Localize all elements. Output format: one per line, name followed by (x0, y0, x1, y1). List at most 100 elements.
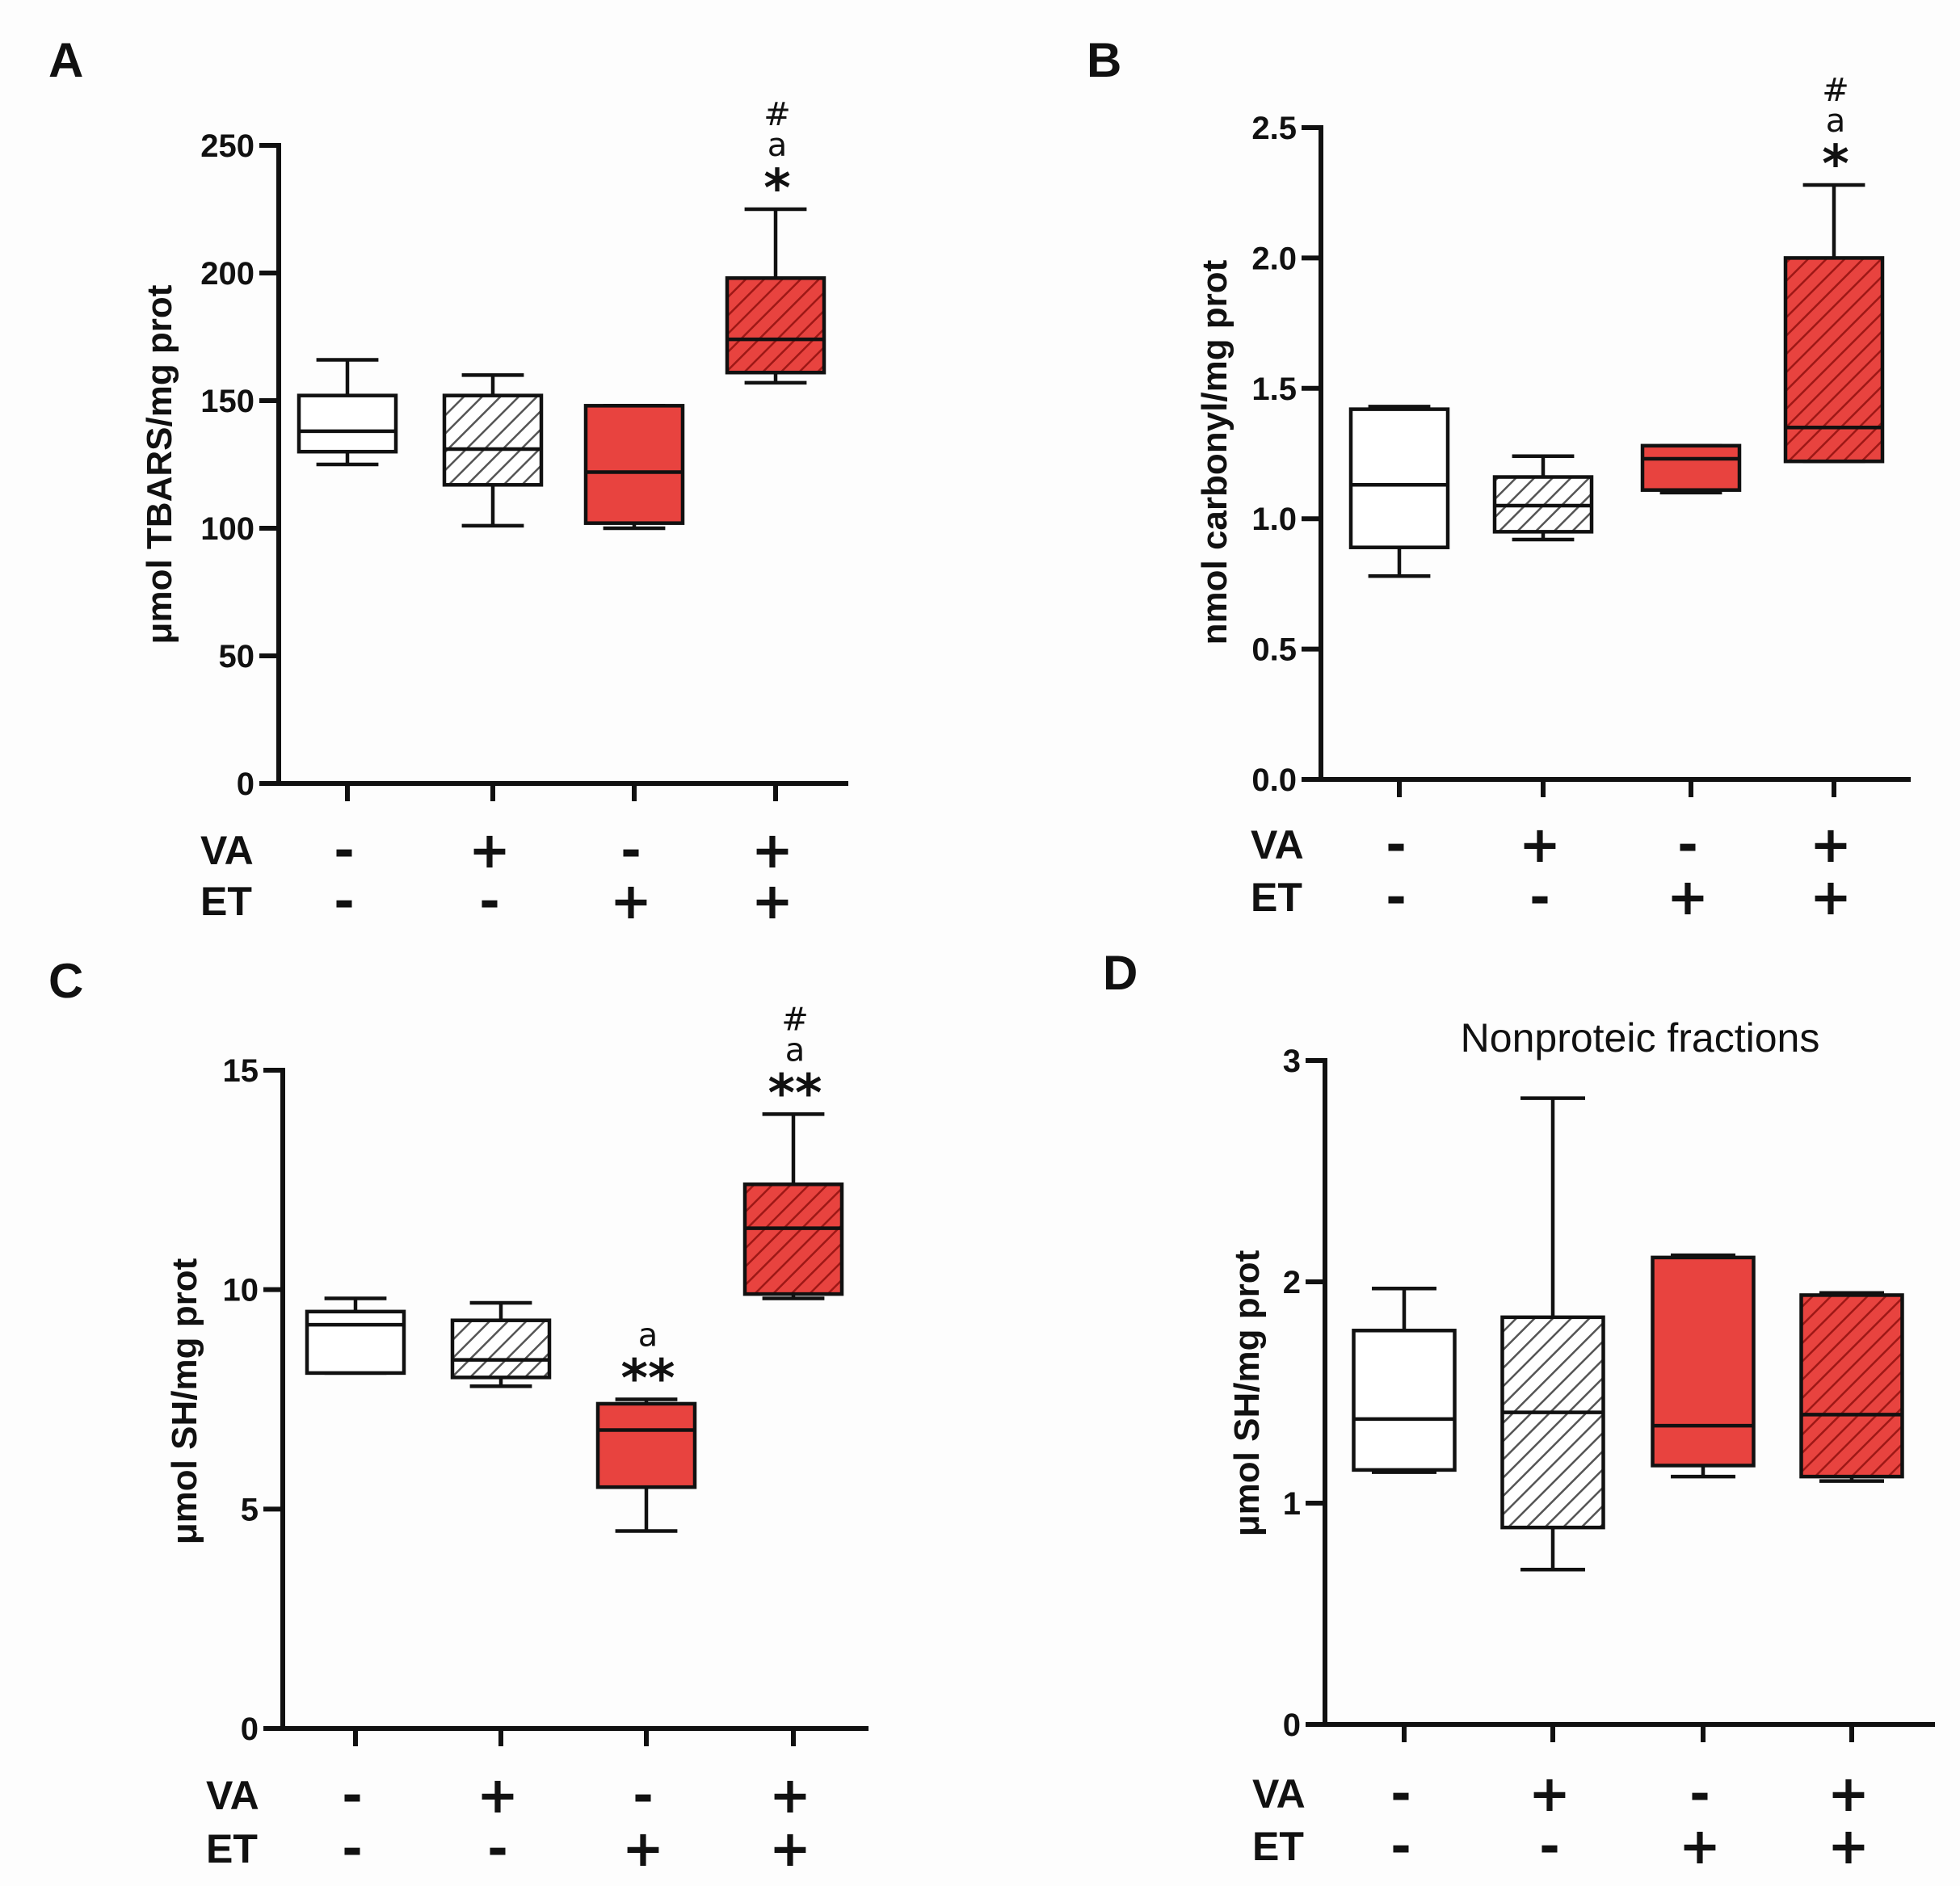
va-row-label: VA (1252, 1771, 1306, 1817)
significance-mark: ** (768, 1064, 822, 1124)
y-tick-label: 150 (200, 384, 254, 419)
significance-mark: a (1826, 103, 1846, 140)
va-row-sign: + (769, 1766, 811, 1825)
box-iqr (450, 1318, 552, 1380)
significance-mark: ** (621, 1350, 675, 1409)
et-row-sign: + (1667, 867, 1709, 926)
significance-mark: a (785, 1031, 805, 1069)
panel-letter: C (48, 954, 83, 1008)
va-row-sign: - (633, 1766, 654, 1825)
et-row-sign: - (479, 872, 500, 930)
box-iqr (1783, 256, 1885, 464)
y-tick-label: 1 (1283, 1486, 1301, 1522)
et-row-sign: + (769, 1819, 811, 1878)
box-iqr (1500, 1315, 1605, 1530)
va-row-label: VA (206, 1773, 259, 1818)
box-1 (297, 358, 398, 467)
box-iqr (442, 393, 544, 487)
va-row-sign: - (342, 1766, 363, 1825)
et-row-sign: - (1539, 1817, 1560, 1875)
box-2 (450, 1300, 552, 1388)
box-iqr (1640, 443, 1742, 492)
panel-b: B 0.0 0.5 1.0 1.5 2.0 2.5 nmol carbonyl/mg prot… (1087, 33, 1911, 926)
significance-mark: # (1822, 72, 1849, 109)
box-iqr (1799, 1293, 1904, 1479)
panel-d: D Nonproteic fractions 0 1 2 3 μmol SH/mg prot… (1103, 946, 1935, 1875)
significance-mark: a (638, 1317, 658, 1355)
et-row-sign: - (342, 1819, 363, 1878)
panel-letter: A (48, 33, 83, 87)
box-4 (1799, 1291, 1904, 1483)
box-1 (1352, 1286, 1457, 1474)
y-tick-label: 1.0 (1251, 502, 1297, 537)
significance-mark: * (763, 159, 790, 219)
va-row-sign: - (1386, 815, 1407, 874)
significance-mark: a (768, 127, 788, 164)
y-tick-label: 200 (200, 256, 254, 292)
chart-title: Nonproteic fractions (1461, 1015, 1820, 1061)
panel-a: A 0 50 100 150 200 250 μmol TBARS/mg prot *a# VA -… (48, 33, 848, 930)
va-row-sign: + (469, 821, 511, 880)
y-tick-label: 3 (1283, 1044, 1301, 1079)
et-row-sign: - (1390, 1817, 1411, 1875)
box-3 (1651, 1253, 1756, 1479)
box-2 (442, 373, 544, 528)
box-3 (1640, 443, 1742, 495)
box-iqr (725, 276, 826, 375)
box-iqr (1651, 1255, 1756, 1468)
va-row-sign: - (1390, 1764, 1411, 1823)
et-row-sign: - (334, 872, 355, 930)
box-4: **a# (742, 1001, 844, 1300)
va-row-sign: - (1689, 1764, 1710, 1823)
box-2 (1492, 454, 1594, 542)
y-tick-label: 2.0 (1251, 241, 1297, 276)
y-tick-label: 2.5 (1251, 111, 1297, 146)
et-row-sign: + (1810, 867, 1852, 926)
y-tick-label: 0 (237, 767, 254, 802)
box-iqr (595, 1401, 697, 1489)
va-row-sign: + (1529, 1764, 1571, 1823)
et-row-sign: - (487, 1819, 508, 1878)
et-row-label: ET (200, 879, 252, 924)
et-row-sign: + (751, 872, 793, 930)
va-row-sign: + (1828, 1764, 1870, 1823)
et-row-sign: - (1386, 867, 1407, 926)
y-axis-title: nmol carbonyl/mg prot (1195, 259, 1234, 645)
y-tick-label: 250 (200, 128, 254, 164)
box-iqr (742, 1182, 844, 1296)
et-row-sign: + (1828, 1817, 1870, 1875)
y-axis-title: μmol SH/mg prot (1227, 1250, 1267, 1536)
box-iqr (583, 404, 685, 525)
y-tick-label: 5 (241, 1492, 259, 1527)
et-row-label: ET (1251, 875, 1302, 920)
significance-mark: * (1822, 135, 1849, 195)
va-row-sign: - (1677, 815, 1698, 874)
box-iqr (297, 393, 398, 454)
y-axis-title: μmol SH/mg prot (165, 1258, 204, 1544)
y-tick-label: 15 (223, 1053, 259, 1089)
y-axis-title: μmol TBARS/mg prot (140, 284, 179, 644)
va-row-sign: - (334, 821, 355, 880)
y-tick-label: 0.5 (1251, 632, 1297, 668)
va-row-sign: + (1519, 815, 1561, 874)
va-row-sign: + (751, 821, 793, 880)
y-tick-label: 0 (241, 1712, 259, 1747)
box-4: *a# (725, 96, 826, 385)
significance-mark: # (763, 96, 791, 133)
y-tick-label: 100 (200, 511, 254, 547)
va-row-sign: + (1810, 815, 1852, 874)
va-row-sign: + (477, 1766, 519, 1825)
y-tick-label: 50 (219, 639, 255, 674)
box-1 (1348, 405, 1450, 578)
va-row-label: VA (1251, 822, 1304, 867)
et-row-label: ET (206, 1826, 258, 1871)
et-row-sign: + (622, 1819, 664, 1878)
box-4: *a# (1783, 72, 1885, 464)
box-iqr (305, 1309, 406, 1376)
y-tick-label: 10 (223, 1273, 259, 1308)
box-2 (1500, 1096, 1605, 1572)
y-tick-label: 2 (1283, 1265, 1301, 1300)
